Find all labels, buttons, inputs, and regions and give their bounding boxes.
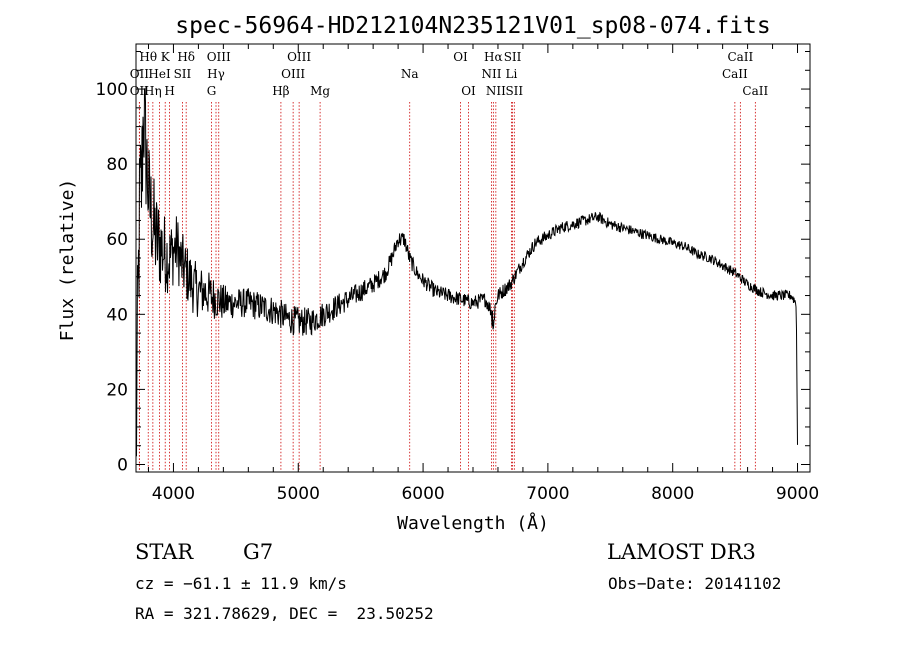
redshift-velocity: cz = −61.1 ± 11.9 km/s [135,574,347,593]
spectral-line-label: NII [481,67,501,81]
x-tick-label: 7000 [526,484,569,504]
chart-title: spec-56964-HD212104N235121V01_sp08-074.f… [175,13,770,39]
spectral-line-label: OII [130,67,150,81]
observation-date: Obs−Date: 20141102 [608,574,781,593]
spectral-line-label: OIII [207,50,231,64]
y-tick-label: 20 [106,380,128,400]
spectral-line-label: OI [461,84,476,98]
x-tick-label: 6000 [401,484,444,504]
spectral-subclass: G7 [243,540,273,564]
spectral-line-label: CaII [727,50,753,64]
sky-coordinates: RA = 321.78629, DEC = 23.50252 [135,604,434,623]
spectral-line-label: CaII [722,67,748,81]
y-tick-label: 80 [106,155,128,175]
spectral-line-label: Na [401,67,419,81]
spectral-line-label: SII [504,50,522,64]
y-tick-label: 60 [106,230,128,250]
spectral-line-label: OI [453,50,468,64]
y-tick-label: 100 [96,80,128,100]
x-axis: 4000 5000 6000 7000 8000 9000 [147,44,819,504]
y-axis-label: Flux (relative) [57,179,78,342]
spectral-line-label: Hη [144,84,162,98]
spectral-line-label: Li [506,67,518,81]
spectral-line-label: HeI [148,67,171,81]
spectral-line-label: Hα [484,50,503,64]
x-tick-label: 8000 [651,484,694,504]
spectral-line-label: SII [174,67,192,81]
flux-spectrum-line [135,87,798,457]
spectral-line-label: K [161,50,171,64]
spectral-line-label: NII [486,84,506,98]
spectral-line-label: Mg [310,84,330,98]
spectral-line-label: OIII [281,67,305,81]
x-tick-label: 9000 [776,484,819,504]
spectral-line-label: CaII [742,84,768,98]
x-tick-label: 4000 [152,484,195,504]
x-tick-label: 5000 [277,484,320,504]
y-axis: 0 20 40 60 80 100 [96,51,810,475]
spectral-line-label: Hθ [139,50,157,64]
y-tick-label: 40 [106,305,128,325]
spectral-line-label: OIII [287,50,311,64]
x-axis-label: Wavelength (Å) [397,512,549,534]
spectral-line-label: SII [505,84,523,98]
spectral-line-label: Hδ [177,50,195,64]
survey-name: LAMOST DR3 [607,540,756,564]
y-tick-label: 0 [117,455,128,475]
spectral-line-label: G [207,84,217,98]
spectral-line-label: Hγ [207,67,225,81]
spectral-line-label: H [164,84,174,98]
spectral-line-label: Hβ [272,84,289,98]
object-class: STAR [135,540,194,564]
